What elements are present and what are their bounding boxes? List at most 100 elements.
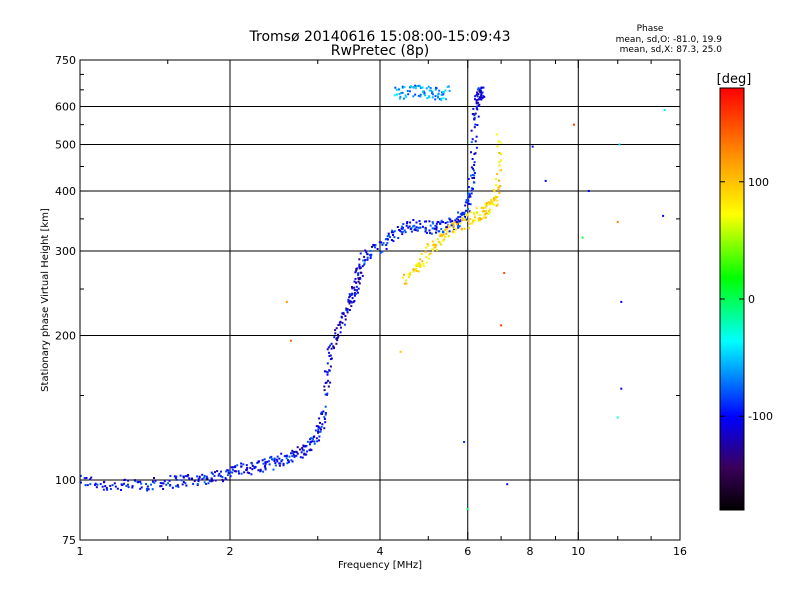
echo-point bbox=[419, 265, 422, 268]
echo-point bbox=[330, 342, 333, 345]
echo-point bbox=[262, 462, 265, 465]
echo-point bbox=[293, 455, 296, 458]
echo-point bbox=[417, 94, 420, 97]
echo-point bbox=[193, 480, 196, 482]
echo-point bbox=[318, 417, 321, 420]
echo-point bbox=[196, 475, 199, 478]
echo-point bbox=[465, 218, 468, 221]
echo-point bbox=[296, 452, 299, 455]
echo-point bbox=[405, 224, 408, 227]
echo-point bbox=[415, 226, 418, 229]
echo-point bbox=[317, 431, 320, 434]
echo-point bbox=[85, 477, 88, 479]
echo-point bbox=[317, 426, 320, 429]
echo-point bbox=[366, 258, 369, 261]
echo-point bbox=[399, 95, 402, 98]
echo-point bbox=[416, 229, 419, 232]
echo-point bbox=[256, 461, 259, 464]
y-axis-label: Stationary phase Virtual Height [km] bbox=[40, 208, 51, 392]
echo-point bbox=[221, 476, 224, 478]
echo-point bbox=[102, 488, 105, 491]
echo-point bbox=[111, 484, 114, 487]
echo-point bbox=[452, 224, 455, 227]
echo-point bbox=[434, 224, 437, 227]
echo-point bbox=[394, 86, 397, 89]
echo-point bbox=[404, 94, 407, 97]
echo-point bbox=[428, 229, 431, 232]
echo-point bbox=[456, 225, 459, 227]
echo-point bbox=[116, 487, 119, 490]
echo-point bbox=[203, 474, 206, 477]
echo-point bbox=[423, 92, 426, 95]
echo-point bbox=[386, 235, 389, 238]
echo-point bbox=[479, 219, 482, 221]
echo-point bbox=[327, 346, 330, 349]
echo-point bbox=[187, 474, 190, 476]
echo-point bbox=[313, 440, 316, 443]
echo-point bbox=[494, 197, 497, 200]
echo-point bbox=[482, 206, 485, 209]
echo-point bbox=[415, 221, 418, 224]
echo-point bbox=[353, 293, 356, 296]
echo-point bbox=[320, 411, 323, 414]
echo-point bbox=[476, 91, 479, 94]
echo-point bbox=[424, 230, 427, 233]
echo-point bbox=[328, 369, 331, 372]
echo-point bbox=[409, 272, 412, 274]
echo-point bbox=[452, 226, 455, 228]
echo-point bbox=[348, 300, 351, 303]
echo-point bbox=[448, 89, 451, 92]
echo-point bbox=[309, 443, 311, 446]
echo-point bbox=[399, 229, 402, 232]
echo-point bbox=[234, 466, 237, 469]
echo-point bbox=[169, 474, 172, 477]
y-tick-label: 75 bbox=[62, 534, 76, 547]
echo-point bbox=[103, 481, 105, 484]
x-tick-label: 10 bbox=[571, 545, 585, 558]
echo-point bbox=[480, 98, 483, 101]
echo-point bbox=[120, 489, 122, 491]
echo-point bbox=[425, 87, 428, 90]
echo-point bbox=[232, 466, 235, 469]
echo-point bbox=[218, 472, 221, 475]
echo-point bbox=[401, 85, 404, 88]
echo-point bbox=[283, 455, 286, 458]
echo-point bbox=[468, 202, 470, 205]
echo-point bbox=[488, 201, 490, 204]
echo-point bbox=[482, 216, 485, 219]
echo-point bbox=[259, 468, 262, 471]
echo-point bbox=[281, 459, 284, 461]
echo-point bbox=[211, 478, 213, 481]
echo-point bbox=[419, 264, 422, 267]
echo-point bbox=[308, 449, 311, 452]
echo-point bbox=[251, 468, 254, 471]
echo-point bbox=[233, 470, 236, 473]
echo-point bbox=[186, 475, 189, 478]
echo-point bbox=[446, 230, 449, 233]
echo-point bbox=[346, 310, 349, 312]
echo-point bbox=[424, 250, 427, 253]
echo-point bbox=[473, 153, 476, 155]
echo-point bbox=[471, 173, 474, 176]
echo-point bbox=[152, 480, 154, 483]
echo-point bbox=[210, 480, 213, 483]
echo-point bbox=[326, 348, 329, 351]
echo-point bbox=[409, 221, 412, 224]
echo-point bbox=[94, 483, 96, 486]
echo-point bbox=[448, 226, 451, 229]
echo-point bbox=[414, 229, 417, 232]
echo-point bbox=[358, 266, 361, 269]
echo-point bbox=[237, 470, 240, 473]
echo-point bbox=[313, 435, 316, 438]
echo-point bbox=[201, 473, 204, 476]
echo-point bbox=[471, 113, 474, 115]
echo-point bbox=[227, 471, 230, 474]
echo-point bbox=[475, 101, 478, 104]
echo-point bbox=[500, 159, 502, 162]
echo-point bbox=[476, 98, 479, 101]
echo-point bbox=[431, 249, 434, 252]
echo-point bbox=[326, 371, 329, 374]
x-tick-label: 2 bbox=[227, 545, 234, 558]
echo-point bbox=[482, 86, 485, 89]
